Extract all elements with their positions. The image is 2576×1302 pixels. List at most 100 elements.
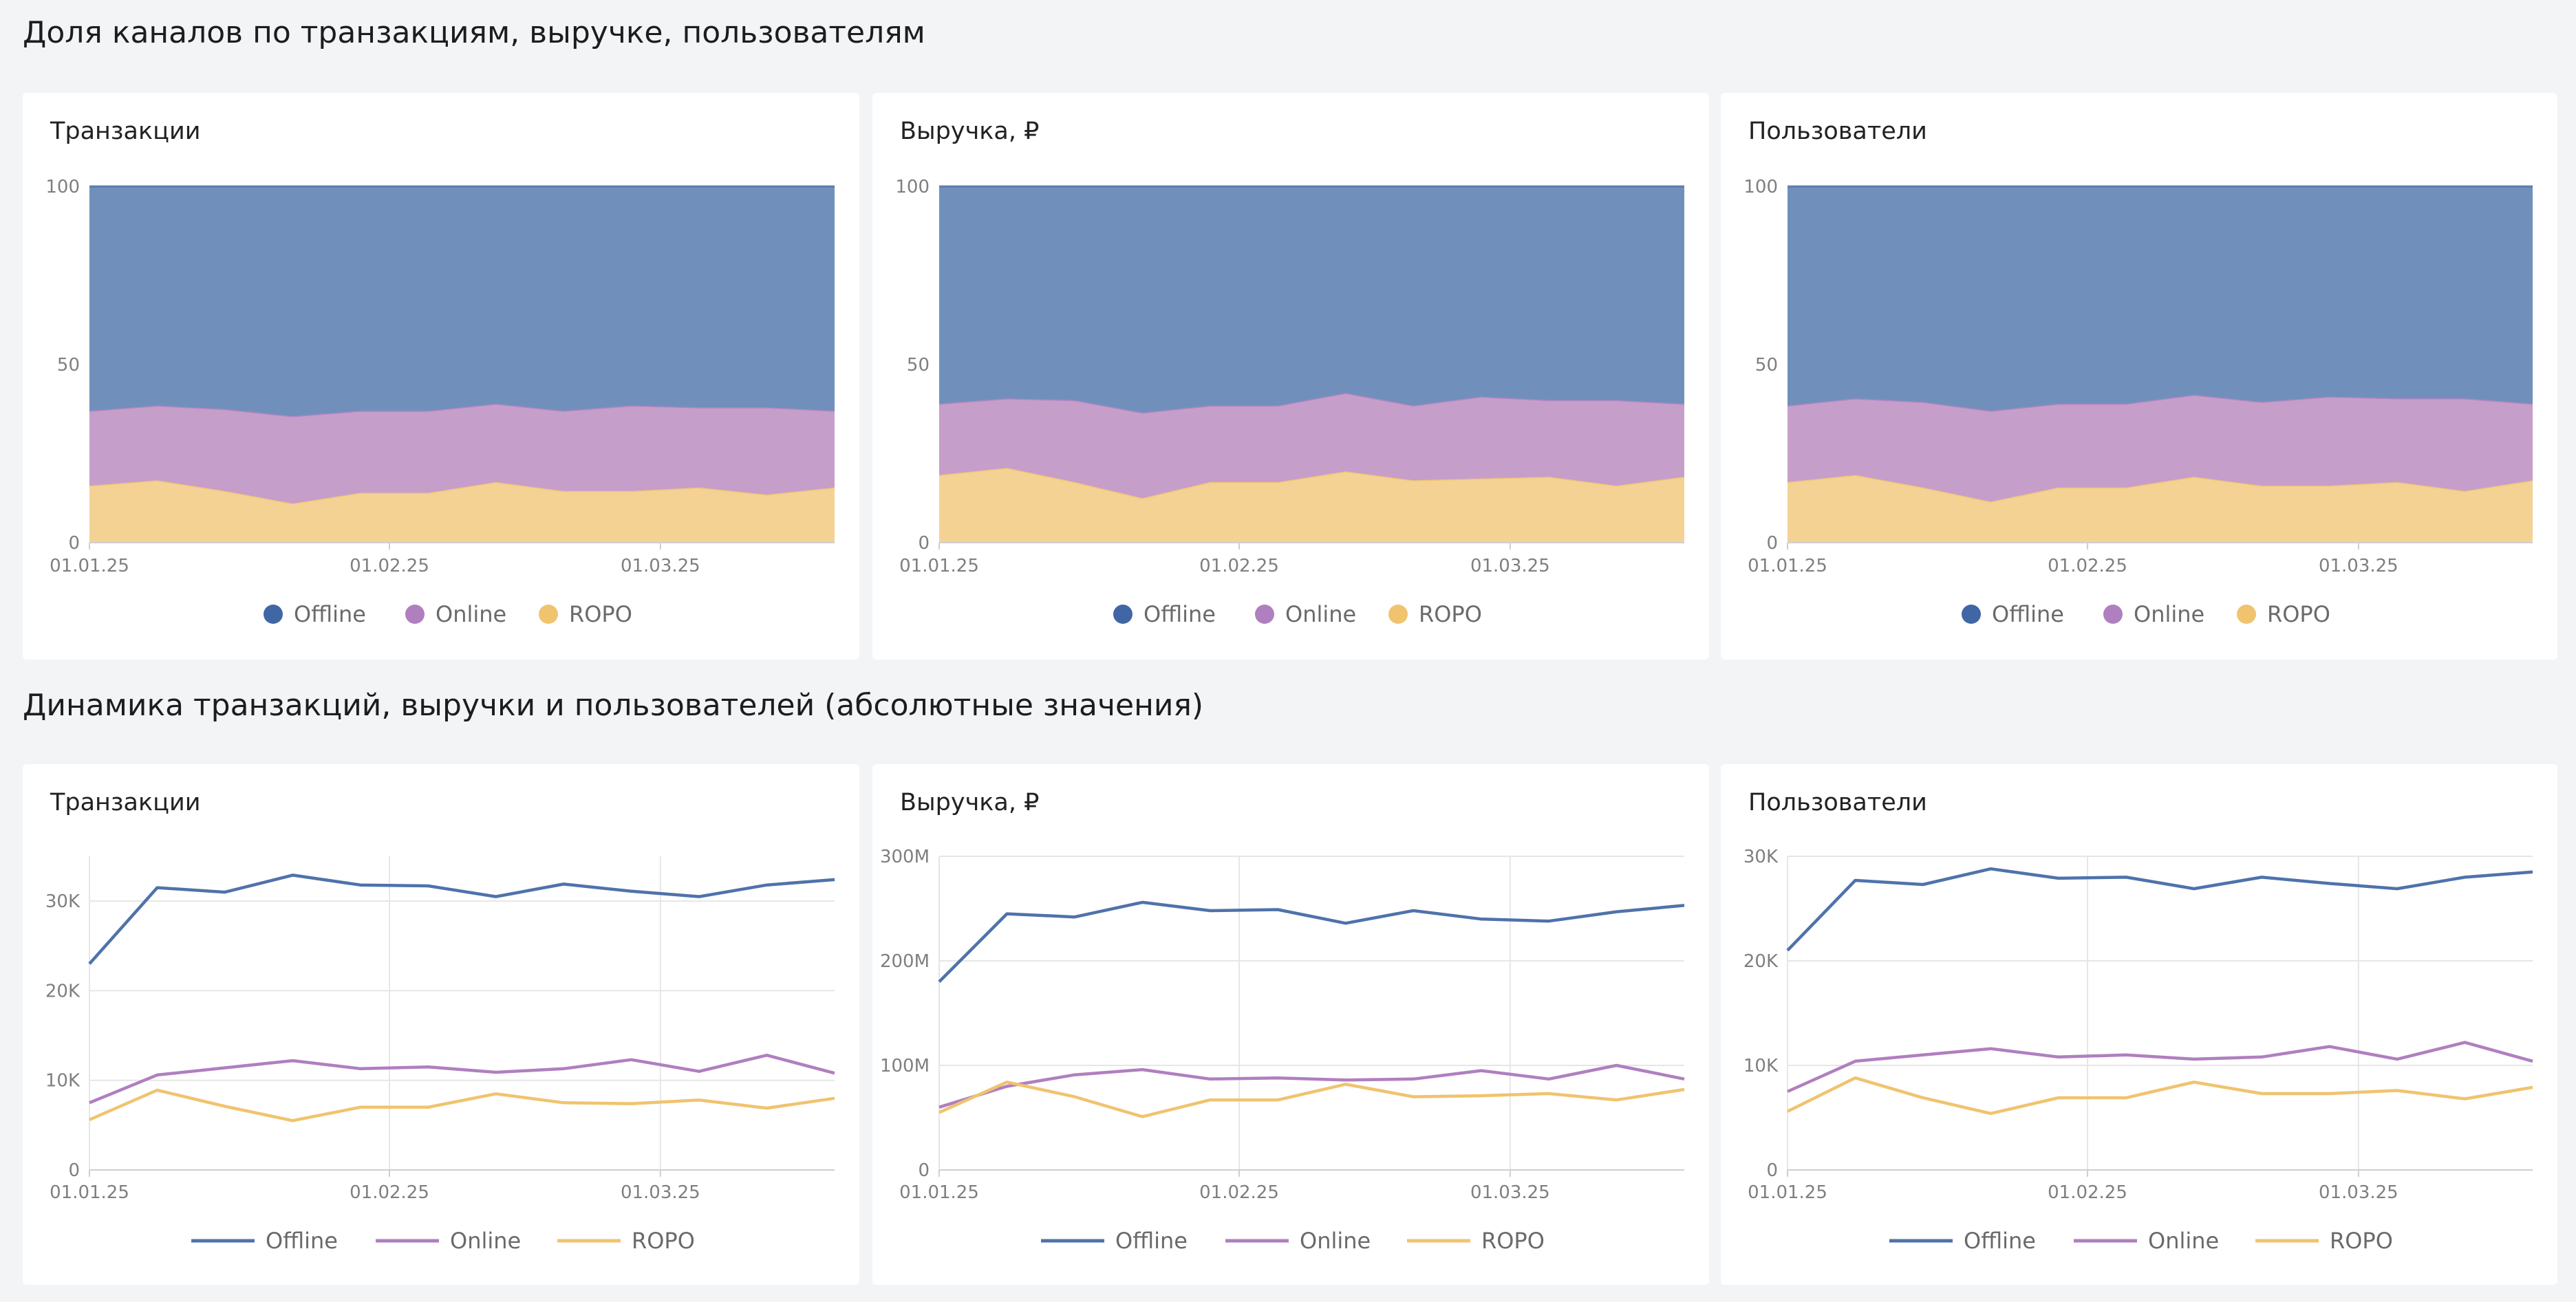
x-tick-label: 01.01.25 [50, 556, 129, 576]
y-tick-label: 0 [68, 1160, 80, 1181]
chart-card-6: Пользователи 0 10K 20K 30K 01.01.25 01.02.25 01… [1721, 764, 2557, 1285]
x-tick-label: 01.01.25 [899, 1182, 979, 1203]
y-tick-label: 30K [1743, 847, 1779, 867]
legend-label: ROPO [569, 601, 632, 627]
chart-title: Пользователи [1748, 789, 1927, 816]
legend-marker-offline [1113, 605, 1133, 624]
legend-marker-ropo [2237, 605, 2256, 624]
chart-card-2: Выручка, ₽ 0 50 100 01.01.25 01.02.25 01.03.25… [872, 93, 1709, 660]
x-tick-label: 01.02.25 [1199, 1182, 1279, 1203]
y-tick-label: 50 [907, 355, 930, 376]
x-tick-label: 01.03.25 [621, 1182, 700, 1203]
chart-title: Выручка, ₽ [900, 789, 1040, 816]
series-line-ropo [89, 1088, 835, 1122]
section-title-dynamics: Динамика транзакций, выручки и пользоват… [23, 688, 1204, 723]
legend-label: Offline [1144, 601, 1216, 627]
chart-svg: 0 10K 20K 30K 01.01.25 01.02.25 01.03.25 Offlin… [1743, 847, 2533, 1254]
x-tick-label: 01.03.25 [2319, 1182, 2398, 1203]
legend-marker-ropo [539, 605, 558, 624]
y-tick-label: 20K [1743, 951, 1779, 972]
series-line-offline [1786, 867, 2533, 952]
x-tick-label: 01.01.25 [1748, 1182, 1827, 1203]
chart-svg: 0 50 100 01.01.25 01.02.25 01.03.25 Offline Onl… [1743, 177, 2533, 627]
series-line-ropo [1787, 1076, 2533, 1116]
y-tick-label: 200M [880, 951, 930, 972]
legend-label: ROPO [1481, 1228, 1545, 1254]
legend-label: Online [450, 1228, 521, 1254]
legend-label: ROPO [2330, 1228, 2393, 1254]
x-tick-label: 01.02.25 [2048, 556, 2127, 576]
chart-title: Выручка, ₽ [900, 118, 1040, 145]
y-tick-label: 10K [45, 1071, 80, 1092]
area-offline [1788, 186, 2533, 411]
legend-label: Online [2148, 1228, 2219, 1254]
x-tick-label: 01.02.25 [350, 556, 429, 576]
legend-marker-online [405, 605, 425, 624]
x-tick-label: 01.03.25 [621, 556, 700, 576]
legend-marker-online [2103, 605, 2123, 624]
legend-marker-online [1255, 605, 1274, 624]
series-line-offline [938, 900, 1685, 983]
legend-label: Online [1285, 601, 1356, 627]
y-tick-label: 300M [880, 847, 930, 867]
legend-label: Online [2134, 601, 2204, 627]
legend-label: Online [1300, 1228, 1371, 1254]
series-line-offline [88, 874, 835, 965]
area-ropo [939, 468, 1684, 543]
y-tick-label: 0 [1766, 533, 1778, 554]
y-tick-label: 50 [57, 355, 80, 376]
y-tick-label: 20K [45, 981, 80, 1001]
y-tick-label: 100 [1743, 177, 1778, 197]
y-tick-label: 0 [918, 533, 930, 554]
y-tick-label: 0 [1766, 1160, 1778, 1181]
x-tick-label: 01.02.25 [1199, 556, 1279, 576]
area-ropo [89, 480, 835, 543]
area-online [89, 404, 835, 503]
y-tick-label: 100M [880, 1056, 930, 1076]
series-line-online [1787, 1041, 2533, 1094]
chart-svg: 0 50 100 01.01.25 01.02.25 01.03.25 Offline Onl… [895, 177, 1685, 627]
legend-label: Offline [294, 601, 366, 627]
area-offline [89, 186, 835, 417]
chart-svg: 0 100M 200M 300M 01.01.25 01.02.25 01.03.25 Off… [880, 847, 1685, 1254]
y-tick-label: 30K [45, 891, 80, 912]
area-online [1788, 395, 2533, 502]
legend-label: Offline [1964, 1228, 2036, 1254]
x-tick-label: 01.01.25 [899, 556, 979, 576]
chart-card-4: Транзакции 0 10K 20K 30K 01.01.25 01.02.25 01.0… [23, 764, 859, 1285]
chart-title: Транзакции [50, 118, 201, 145]
legend-label: Offline [266, 1228, 338, 1254]
legend-marker-ropo [1388, 605, 1408, 624]
x-tick-label: 01.02.25 [2048, 1182, 2127, 1203]
chart-card-1: Транзакции 0 50 100 01.01.25 01.02.25 01.03.25… [23, 93, 859, 660]
legend-label: ROPO [1419, 601, 1482, 627]
legend-marker-offline [1962, 605, 1981, 624]
series-line-online [938, 1063, 1685, 1109]
area-ropo [1788, 475, 2533, 543]
y-tick-label: 0 [68, 533, 80, 554]
section-title-share: Доля каналов по транзакциям, выручке, по… [23, 15, 925, 50]
legend-label: ROPO [2267, 601, 2330, 627]
chart-card-3: Пользователи 0 50 100 01.01.25 01.02.25 01.03.… [1721, 93, 2557, 660]
x-tick-label: 01.01.25 [1748, 556, 1827, 576]
y-tick-label: 100 [45, 177, 80, 197]
chart-card-5: Выручка, ₽0 100M 200M 300M 01.01.25 01.02.25 0… [872, 764, 1709, 1285]
chart-title: Транзакции [50, 789, 201, 816]
chart-svg: 0 50 100 01.01.25 01.02.25 01.03.25 Offline Onl… [45, 177, 835, 627]
y-tick-label: 10K [1743, 1056, 1779, 1076]
legend-marker-offline [264, 605, 283, 624]
series-line-online [89, 1053, 835, 1105]
legend-label: Offline [1992, 601, 2064, 627]
x-tick-label: 01.03.25 [1470, 556, 1550, 576]
x-tick-label: 01.01.25 [50, 1182, 129, 1203]
x-tick-label: 01.03.25 [2319, 556, 2398, 576]
y-tick-label: 0 [918, 1160, 930, 1181]
y-tick-label: 100 [895, 177, 930, 197]
x-tick-label: 01.03.25 [1470, 1182, 1550, 1203]
area-online [939, 393, 1684, 499]
legend-label: Online [436, 601, 506, 627]
y-tick-label: 50 [1755, 355, 1778, 376]
legend-label: Offline [1115, 1228, 1188, 1254]
area-offline [939, 186, 1684, 413]
x-tick-label: 01.02.25 [350, 1182, 429, 1203]
